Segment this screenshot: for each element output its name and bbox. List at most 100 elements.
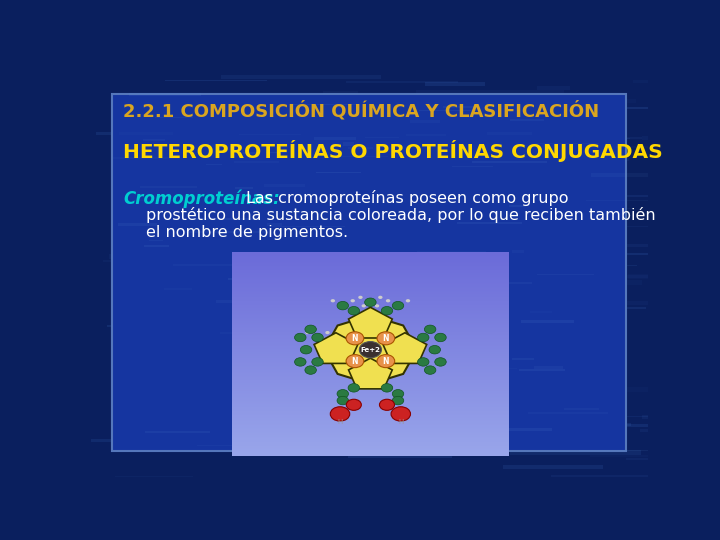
FancyBboxPatch shape xyxy=(192,218,254,220)
FancyBboxPatch shape xyxy=(449,359,543,363)
FancyBboxPatch shape xyxy=(642,136,720,140)
FancyBboxPatch shape xyxy=(197,444,245,446)
FancyBboxPatch shape xyxy=(109,254,248,259)
FancyBboxPatch shape xyxy=(415,383,477,387)
FancyBboxPatch shape xyxy=(289,288,355,289)
FancyBboxPatch shape xyxy=(441,379,579,380)
FancyBboxPatch shape xyxy=(292,112,365,116)
FancyBboxPatch shape xyxy=(244,292,402,294)
FancyBboxPatch shape xyxy=(410,120,440,123)
FancyBboxPatch shape xyxy=(446,393,461,395)
FancyBboxPatch shape xyxy=(312,396,369,397)
FancyBboxPatch shape xyxy=(510,119,544,121)
FancyBboxPatch shape xyxy=(211,243,270,246)
FancyBboxPatch shape xyxy=(233,380,282,382)
FancyBboxPatch shape xyxy=(476,426,492,429)
FancyBboxPatch shape xyxy=(343,142,354,146)
FancyBboxPatch shape xyxy=(215,300,296,302)
FancyBboxPatch shape xyxy=(397,410,430,412)
FancyBboxPatch shape xyxy=(414,357,513,360)
FancyBboxPatch shape xyxy=(328,286,393,287)
FancyBboxPatch shape xyxy=(361,422,437,424)
FancyBboxPatch shape xyxy=(356,148,483,149)
FancyBboxPatch shape xyxy=(243,327,314,329)
FancyBboxPatch shape xyxy=(552,475,673,477)
FancyBboxPatch shape xyxy=(150,324,210,327)
FancyBboxPatch shape xyxy=(492,428,552,431)
FancyBboxPatch shape xyxy=(130,329,216,330)
Text: HETEROPROTEÍNAS O PROTEÍNAS CONJUGADAS: HETEROPROTEÍNAS O PROTEÍNAS CONJUGADAS xyxy=(124,140,663,163)
FancyBboxPatch shape xyxy=(595,137,642,139)
FancyBboxPatch shape xyxy=(150,130,212,134)
FancyBboxPatch shape xyxy=(166,433,235,435)
FancyBboxPatch shape xyxy=(141,267,185,269)
FancyBboxPatch shape xyxy=(512,359,534,360)
FancyBboxPatch shape xyxy=(180,172,320,176)
FancyBboxPatch shape xyxy=(389,347,519,349)
FancyBboxPatch shape xyxy=(221,75,381,79)
FancyBboxPatch shape xyxy=(390,219,510,224)
FancyBboxPatch shape xyxy=(608,253,669,255)
FancyBboxPatch shape xyxy=(365,137,399,138)
FancyBboxPatch shape xyxy=(419,110,477,111)
FancyBboxPatch shape xyxy=(535,143,599,144)
FancyBboxPatch shape xyxy=(295,273,460,278)
FancyBboxPatch shape xyxy=(562,301,715,306)
FancyBboxPatch shape xyxy=(182,304,273,308)
FancyBboxPatch shape xyxy=(495,265,637,266)
FancyBboxPatch shape xyxy=(451,348,584,352)
FancyBboxPatch shape xyxy=(145,431,210,433)
FancyBboxPatch shape xyxy=(159,269,238,271)
FancyBboxPatch shape xyxy=(290,176,391,177)
FancyBboxPatch shape xyxy=(557,158,629,161)
FancyBboxPatch shape xyxy=(222,200,303,204)
FancyBboxPatch shape xyxy=(215,238,266,241)
FancyBboxPatch shape xyxy=(573,226,720,227)
FancyBboxPatch shape xyxy=(129,93,201,96)
FancyBboxPatch shape xyxy=(436,375,585,379)
FancyBboxPatch shape xyxy=(129,329,270,332)
FancyBboxPatch shape xyxy=(235,187,253,190)
FancyBboxPatch shape xyxy=(558,98,608,100)
FancyBboxPatch shape xyxy=(228,278,310,280)
FancyBboxPatch shape xyxy=(253,427,390,429)
FancyBboxPatch shape xyxy=(96,132,253,135)
FancyBboxPatch shape xyxy=(341,262,396,265)
FancyBboxPatch shape xyxy=(510,450,642,455)
FancyBboxPatch shape xyxy=(491,307,646,309)
FancyBboxPatch shape xyxy=(179,355,333,357)
FancyBboxPatch shape xyxy=(251,198,378,201)
FancyBboxPatch shape xyxy=(356,433,413,437)
FancyBboxPatch shape xyxy=(382,285,518,289)
FancyBboxPatch shape xyxy=(197,274,303,278)
FancyBboxPatch shape xyxy=(616,424,675,427)
FancyBboxPatch shape xyxy=(586,200,663,201)
FancyBboxPatch shape xyxy=(349,264,403,266)
FancyBboxPatch shape xyxy=(575,424,656,427)
FancyBboxPatch shape xyxy=(390,271,428,272)
FancyBboxPatch shape xyxy=(408,326,501,327)
FancyBboxPatch shape xyxy=(348,454,452,457)
FancyBboxPatch shape xyxy=(379,356,403,359)
FancyBboxPatch shape xyxy=(314,137,356,140)
FancyBboxPatch shape xyxy=(559,423,631,426)
Text: prostético una sustancia coloreada, por lo que reciben también: prostético una sustancia coloreada, por … xyxy=(145,207,655,224)
Text: Cromoproteínas:: Cromoproteínas: xyxy=(124,190,280,208)
FancyBboxPatch shape xyxy=(534,367,563,369)
FancyBboxPatch shape xyxy=(316,172,361,173)
FancyBboxPatch shape xyxy=(107,326,239,327)
FancyBboxPatch shape xyxy=(261,377,373,378)
FancyBboxPatch shape xyxy=(564,408,599,410)
Text: el nombre de pigmentos.: el nombre de pigmentos. xyxy=(145,225,348,240)
FancyBboxPatch shape xyxy=(267,223,282,226)
FancyBboxPatch shape xyxy=(288,319,344,323)
FancyBboxPatch shape xyxy=(536,86,570,90)
FancyBboxPatch shape xyxy=(479,307,605,310)
FancyBboxPatch shape xyxy=(144,245,169,247)
FancyBboxPatch shape xyxy=(312,129,462,133)
FancyBboxPatch shape xyxy=(469,145,550,146)
FancyBboxPatch shape xyxy=(316,412,443,416)
FancyBboxPatch shape xyxy=(496,138,630,139)
FancyBboxPatch shape xyxy=(243,152,256,154)
FancyBboxPatch shape xyxy=(416,90,564,92)
